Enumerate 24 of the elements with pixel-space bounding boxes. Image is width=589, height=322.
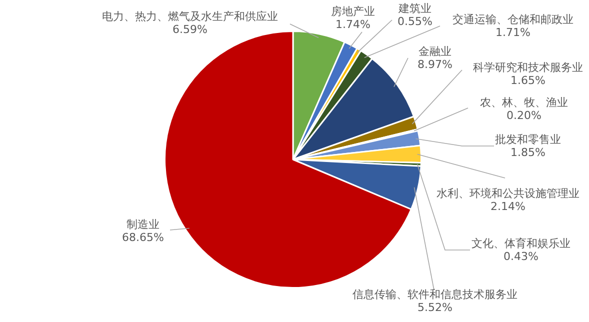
slice-label: 水利、环境和公共设施管理业 [436,186,580,200]
slice-label: 批发和零售业 [495,132,561,146]
slice-label: 制造业 [126,218,160,231]
slice-label: 建筑业 [398,2,432,15]
data-label: 1.65% [510,74,546,87]
slice-label: 交通运输、仓储和邮政业 [452,12,574,26]
slice-label: 电力、热力、燃气及水生产和供应业 [102,10,278,23]
data-label: 8.97% [418,58,452,71]
slice-label: 房地产业 [331,4,375,18]
data-label: 5.52% [418,300,452,314]
slice-label: 信息传输、软件和信息技术服务业 [352,288,518,301]
data-label: 68.65% [122,230,164,244]
data-label: 0.20% [506,108,542,122]
slice-label: 科学研究和技术服务业 [473,60,583,74]
data-label: 1.85% [510,146,546,159]
data-label: 1.74% [336,18,370,31]
data-label: 1.71% [496,26,530,39]
data-label: 0.55% [398,14,432,28]
slice-label: 文化、体育和娱乐业 [472,236,570,250]
slice-label: 农、林、牧、渔业 [480,96,568,109]
slice-label: 金融业 [418,44,452,58]
data-label: 2.14% [490,200,526,213]
data-label: 0.43% [504,250,538,263]
data-label: 6.59% [172,22,208,36]
